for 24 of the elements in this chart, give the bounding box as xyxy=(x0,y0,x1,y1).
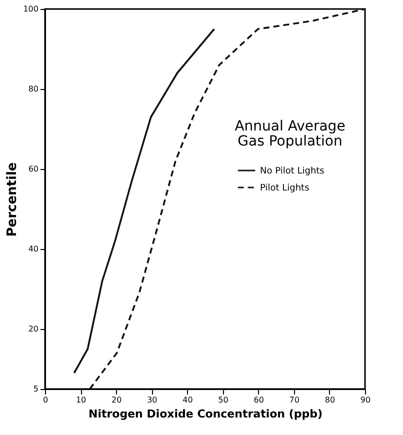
x-tick-label: 30 xyxy=(147,396,158,404)
y-tick-label: 20 xyxy=(28,324,38,334)
x-tick-label: 20 xyxy=(112,396,122,404)
x-tick-label: 80 xyxy=(324,396,336,404)
line-series xyxy=(73,28,216,374)
y-tick-label: 5 xyxy=(33,384,38,394)
x-tick-label: 70 xyxy=(289,396,300,404)
x-tick-label: 40 xyxy=(182,396,193,404)
text: Gas Population xyxy=(238,134,342,150)
y-tick-label: 100 xyxy=(23,4,38,14)
x-tick-label: 0 xyxy=(42,396,48,404)
legend-label: Pilot Lights xyxy=(260,184,310,194)
y-axis-title: Percentile xyxy=(5,162,20,237)
y-tick-label: 80 xyxy=(28,84,38,94)
legend-label: No Pilot Lights xyxy=(260,166,325,176)
text: Annual Average xyxy=(234,118,346,134)
x-tick-label: 90 xyxy=(360,396,371,404)
y-tick-label: 60 xyxy=(28,164,38,174)
line-series xyxy=(88,8,366,390)
x-tick-label: 60 xyxy=(254,396,264,404)
x-axis-title: Nitrogen Dioxide Concentration (ppb) xyxy=(88,408,323,420)
y-tick-label: 40 xyxy=(28,244,38,254)
x-tick-label: 10 xyxy=(76,396,86,404)
x-tick-label: 50 xyxy=(218,396,228,404)
